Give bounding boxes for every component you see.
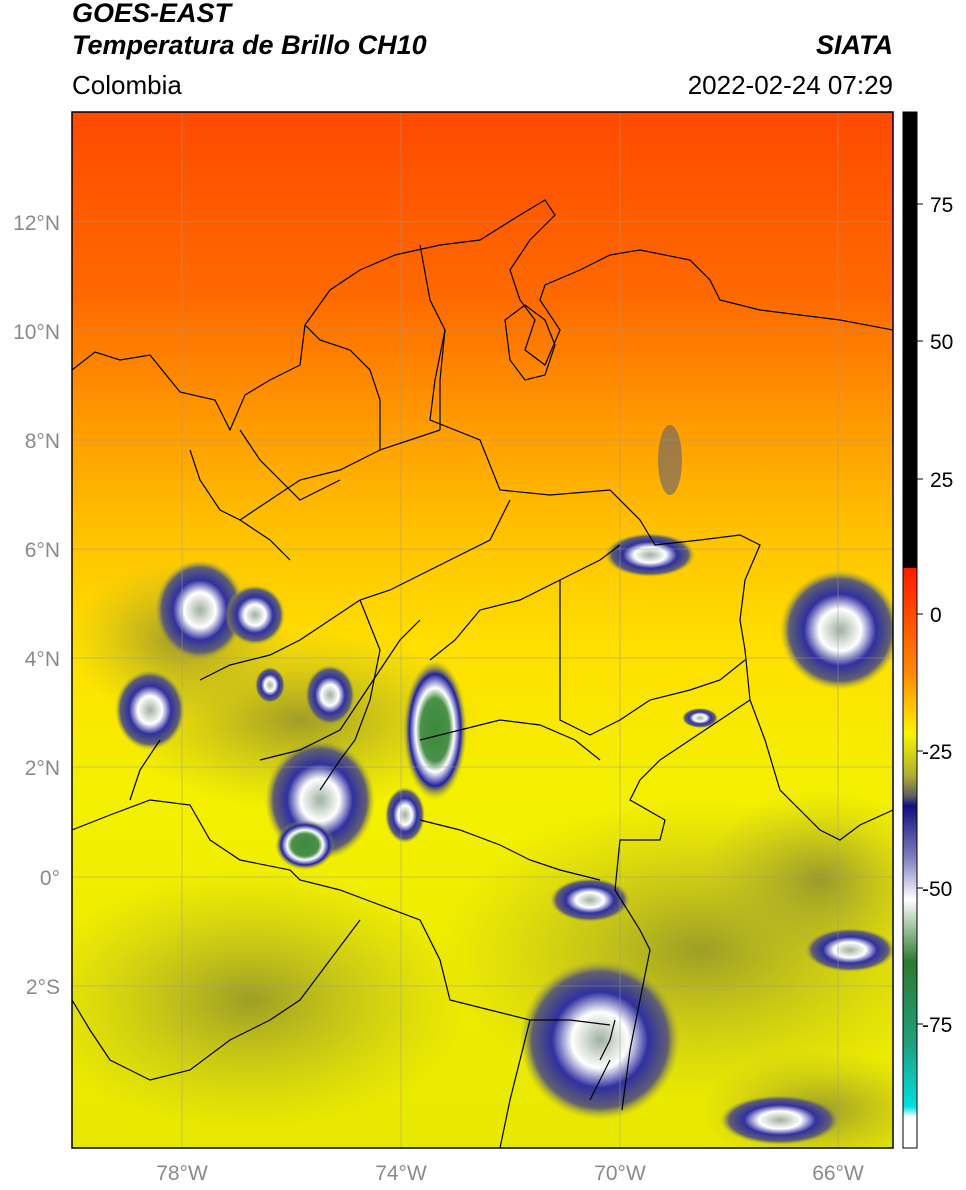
storm-cell	[805, 928, 893, 972]
region-label: Colombia	[72, 70, 182, 100]
storm-cell	[115, 670, 185, 750]
storm-cell	[403, 660, 467, 800]
storm-cell	[550, 878, 630, 922]
lat-tick-label: 4°N	[25, 648, 60, 671]
storm-cell	[720, 1095, 840, 1145]
lat-tick-label: 10°N	[13, 321, 60, 344]
lon-axis: 78°W 74°W 70°W 66°W	[156, 1162, 864, 1185]
lat-tick-label: 2°S	[26, 976, 60, 999]
storm-cell	[682, 708, 718, 728]
lon-tick-label: 70°W	[594, 1162, 646, 1185]
gridlines	[72, 112, 893, 1148]
satellite-image	[72, 112, 893, 1148]
colorbar-ramp	[902, 111, 918, 1149]
colorbar: 75 50 25 0 -25 -50 -75	[902, 111, 953, 1149]
colorbar-tick-label: -50	[922, 878, 952, 901]
lat-tick-label: 2°N	[25, 757, 60, 780]
borders	[72, 199, 893, 1148]
storm-cell	[255, 667, 285, 703]
lat-tick-label: 0°	[40, 867, 60, 890]
lat-tick-label: 8°N	[25, 430, 60, 453]
lon-tick-label: 66°W	[812, 1162, 864, 1185]
storm-cell	[385, 787, 425, 843]
lat-axis: 12°N 10°N 8°N 6°N 4°N 2°N 0° 2°S	[13, 212, 60, 999]
brand-label: SIATA	[816, 30, 893, 60]
lon-tick-label: 78°W	[156, 1162, 208, 1185]
title-line-2: Temperatura de Brillo CH10	[72, 30, 427, 60]
storm-cell	[520, 960, 680, 1120]
lat-tick-label: 6°N	[25, 539, 60, 562]
colorbar-tick-label: 50	[930, 331, 953, 354]
colorbar-tick-label: 25	[930, 469, 953, 492]
storm-cell	[780, 570, 893, 690]
title-line-1: GOES-EAST	[72, 0, 232, 28]
lat-tick-label: 12°N	[13, 212, 60, 235]
storm-cell	[305, 665, 355, 725]
map-frame	[71, 111, 894, 1149]
storm-cell	[155, 560, 245, 660]
timestamp-label: 2022-02-24 07:29	[687, 70, 893, 100]
storm-cell	[605, 533, 695, 577]
colorbar-tick-label: -25	[922, 741, 952, 764]
lon-tick-label: 74°W	[375, 1162, 427, 1185]
storm-cell	[275, 820, 335, 870]
colorbar-tick-label: -75	[922, 1014, 952, 1037]
colorbar-tick-label: 75	[930, 194, 953, 217]
storm-cell	[225, 585, 285, 645]
colorbar-tick-label: 0	[930, 604, 942, 627]
